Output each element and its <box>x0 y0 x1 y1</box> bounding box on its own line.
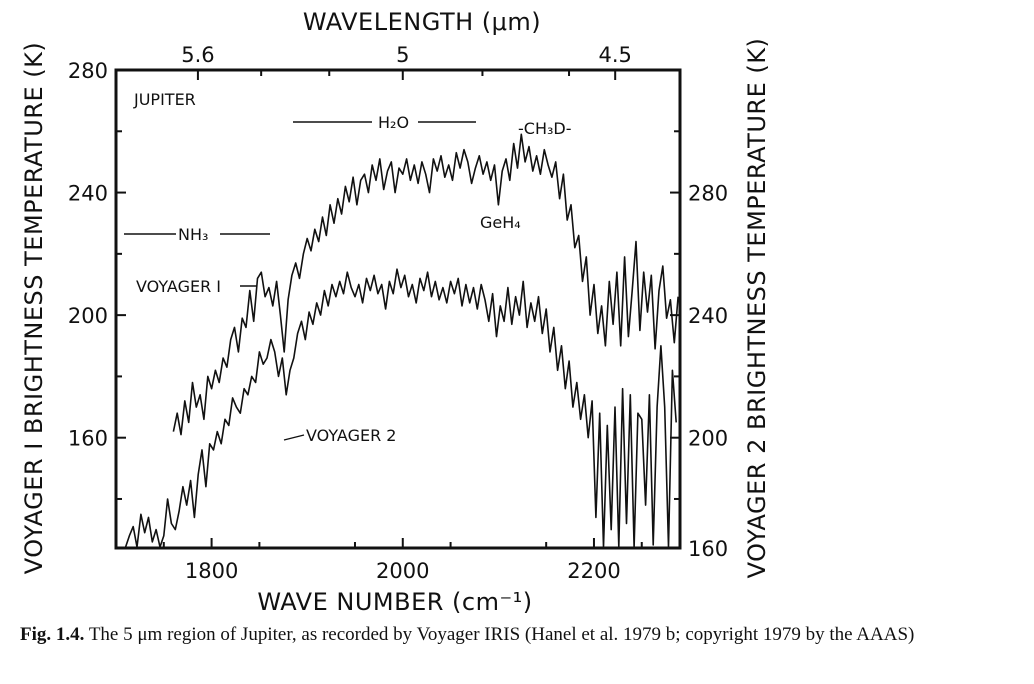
figure-caption: Fig. 1.4. The 5 μm region of Jupiter, as… <box>20 624 1020 646</box>
plot-frame <box>114 68 682 550</box>
caption-label: Fig. 1.4. <box>20 624 85 645</box>
top-tick-label: 4.5 <box>598 43 631 67</box>
x-tick-label: 2200 <box>567 559 620 583</box>
right-axis-label: VOYAGER 2 BRIGHTNESS TEMPERATURE (K) <box>743 38 771 579</box>
caption-text: The 5 μm region of Jupiter, as recorded … <box>88 624 915 645</box>
voyager-2-series-label: VOYAGER 2 <box>306 426 396 445</box>
voyager-1-spectrum-line <box>172 133 679 436</box>
right-y-tick-label: 200 <box>688 427 728 451</box>
h2o-band-label: H₂O <box>378 113 409 132</box>
top-tick-label: 5 <box>396 43 409 67</box>
left-y-tick-label: 240 <box>68 182 108 206</box>
left-y-tick-label: 280 <box>68 59 108 83</box>
geh4-label: GeH₄ <box>480 213 521 232</box>
series-layer <box>124 133 679 548</box>
voyager-2-spectrum-line <box>124 268 677 548</box>
x-tick-label: 1800 <box>185 559 238 583</box>
voyager-2-leader-line <box>283 434 305 441</box>
right-y-tick-label: 280 <box>688 182 728 206</box>
right-y-tick-label: 160 <box>688 537 728 561</box>
spectrum-chart: 1800 2000 2200 5.6 5 4.5 160 200 240 280 160 200 240… <box>20 8 771 616</box>
jupiter-label: JUPITER <box>133 90 196 109</box>
ticks-layer: 1800 2000 2200 5.6 5 4.5 160 200 240 280 160 200 240… <box>68 43 728 583</box>
left-y-tick-label: 200 <box>68 304 108 328</box>
voyager-1-series-label: VOYAGER I <box>136 277 221 296</box>
right-y-tick-label: 240 <box>688 304 728 328</box>
left-y-tick-label: 160 <box>68 427 108 451</box>
ch3d-band-label: -CH₃D- <box>518 119 571 138</box>
x-tick-label: 2000 <box>376 559 429 583</box>
nh3-band-label: NH₃ <box>178 225 208 244</box>
x-axis-label: WAVE NUMBER (cm⁻¹) <box>257 588 532 616</box>
top-tick-label: 5.6 <box>181 43 214 67</box>
top-axis-label: WAVELENGTH (μm) <box>303 8 541 36</box>
left-axis-label: VOYAGER I BRIGHTNESS TEMPERATURE (K) <box>20 42 48 574</box>
